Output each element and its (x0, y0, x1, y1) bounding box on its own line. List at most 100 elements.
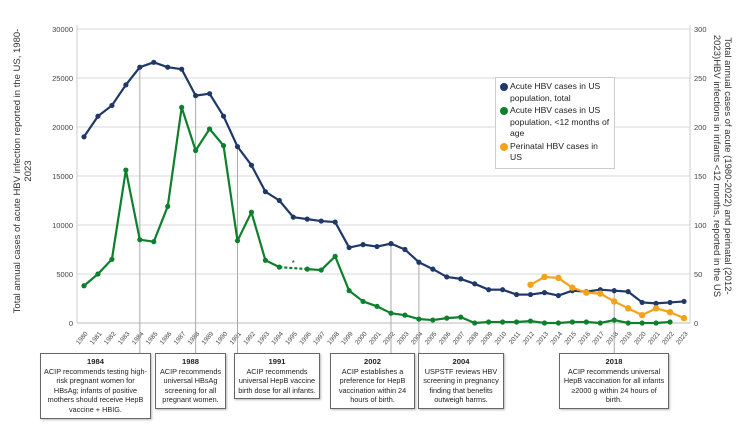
y-tick-label: 5000 (56, 270, 73, 279)
data-point (555, 274, 562, 282)
x-tick-label: 2018 (605, 330, 620, 346)
legend-label: Acute HBV cases in US population, total (510, 81, 601, 103)
y2-tick-label: 0 (694, 319, 698, 328)
data-point (248, 209, 255, 215)
data-point (318, 267, 324, 273)
series-segment (222, 145, 239, 241)
series-segment (97, 104, 113, 118)
data-point (416, 316, 422, 322)
data-point (569, 319, 575, 325)
data-point (276, 197, 282, 204)
series-segment (250, 164, 267, 193)
data-point (527, 291, 534, 298)
series-segment (110, 169, 127, 260)
data-point (541, 273, 548, 281)
data-point (653, 300, 659, 306)
data-point (360, 242, 366, 248)
x-tick-label: 2003 (396, 330, 411, 346)
series-segment (180, 107, 197, 151)
series-segment (264, 190, 280, 202)
legend: Acute HBV cases in US population, total … (495, 77, 615, 169)
data-point (667, 319, 673, 325)
data-point (500, 287, 506, 293)
x-tick-label: 2021 (647, 330, 662, 346)
data-point (513, 291, 520, 298)
x-tick-label: 2008 (466, 330, 481, 346)
x-tick-label: 1998 (326, 330, 341, 346)
series-segment (124, 66, 141, 86)
data-point (95, 113, 101, 119)
data-point (458, 314, 464, 320)
x-tick-label: 1999 (340, 330, 355, 346)
x-tick-label: 1993 (256, 330, 271, 346)
x-tick-label: 1992 (242, 330, 257, 346)
data-point (652, 305, 660, 312)
data-point (123, 82, 129, 88)
x-tick-label: 1984 (131, 330, 146, 346)
data-point (611, 317, 617, 323)
data-point (81, 283, 87, 289)
x-tick-label: 1987 (173, 330, 188, 346)
data-point (206, 126, 213, 132)
y2-tick-label: 300 (694, 25, 707, 34)
data-point (597, 320, 603, 326)
data-point (667, 299, 673, 306)
y-tick-label: 0 (69, 319, 73, 328)
x-tick-label: 1997 (312, 330, 327, 346)
y-tick-label: 10000 (52, 221, 73, 230)
data-point (416, 259, 422, 265)
data-point (81, 134, 87, 140)
data-point (472, 320, 478, 326)
series-segment (83, 273, 99, 287)
data-point (262, 189, 268, 195)
annotation-1988: 1988 ACIP recommends universal HBsAg scre… (155, 353, 226, 409)
data-point (374, 303, 380, 309)
annotation-1991: 1991 ACIP recommends universal HepB vacci… (234, 353, 320, 400)
data-point (680, 314, 688, 322)
series-segment (166, 107, 183, 207)
data-point (486, 287, 492, 293)
data-point (165, 203, 171, 209)
series-segment (97, 258, 113, 275)
y-tick-label: 20000 (52, 123, 73, 132)
data-point (374, 243, 380, 250)
data-point (625, 289, 631, 295)
data-point (220, 113, 227, 119)
data-point (193, 93, 199, 99)
y2-tick-label: 150 (694, 172, 707, 181)
data-point (95, 271, 101, 277)
data-point (500, 319, 506, 325)
series-segment (278, 199, 295, 218)
series-segment (348, 289, 364, 303)
data-point (179, 66, 185, 72)
data-point (290, 214, 296, 220)
data-point (638, 311, 646, 319)
y-tick-label: 25000 (52, 74, 73, 83)
data-point (681, 298, 687, 305)
series-segment (404, 248, 420, 264)
data-point (109, 256, 115, 262)
x-tick-label: 2006 (438, 330, 453, 346)
data-point (527, 281, 534, 288)
data-point (360, 298, 366, 305)
data-point (555, 292, 562, 299)
x-tick-label: 2013 (535, 330, 550, 346)
annotation-1984: 1984 ACIP recommends testing high-risk pr… (40, 353, 151, 419)
data-point (444, 315, 450, 321)
data-point (234, 144, 241, 150)
legend-item-perinatal: Perinatal HBV cases in US (500, 141, 610, 164)
x-tick-label: 1986 (159, 330, 174, 346)
data-point (625, 320, 631, 326)
x-tick-label: 2019 (619, 330, 634, 346)
series-segment (334, 255, 351, 292)
legend-label: Acute HBV cases in US population, <12 mo… (510, 105, 610, 138)
data-point (165, 64, 171, 70)
data-point (193, 147, 199, 154)
data-point (402, 246, 408, 253)
legend-label: Perinatal HBV cases in US (510, 140, 598, 163)
x-tick-label: 2016 (577, 330, 592, 346)
series-segment (627, 290, 643, 304)
series-segment (222, 115, 239, 148)
x-tick-label: 2023 (675, 330, 690, 346)
annotation-2002: 2002 ACIP establishes a preference for He… (330, 353, 415, 409)
